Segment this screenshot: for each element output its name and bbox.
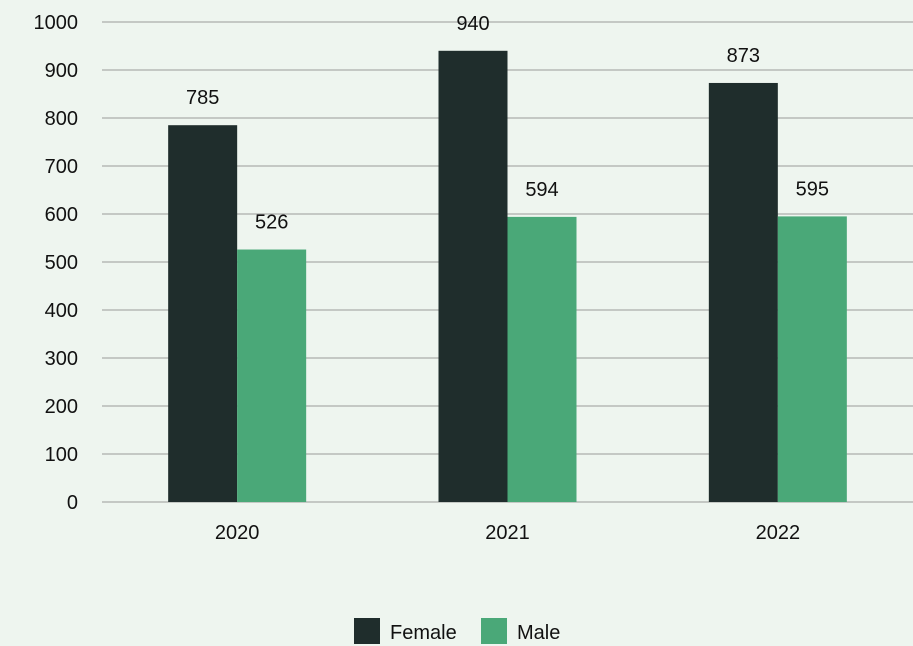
y-tick-label: 400 — [45, 300, 78, 322]
bar-female-2020 — [168, 125, 238, 502]
legend-swatch-male — [481, 618, 507, 644]
legend-label-male: Male — [517, 622, 560, 644]
bar-male-2021 — [507, 216, 577, 502]
bar-female-2022 — [708, 82, 778, 503]
y-tick-label: 700 — [45, 156, 78, 178]
y-tick-label: 0 — [67, 492, 78, 514]
y-tick-label: 300 — [45, 348, 78, 370]
bars — [168, 50, 847, 503]
bar-male-2020 — [237, 249, 307, 502]
data-label-female-2020: 785 — [186, 87, 219, 109]
x-tick-label: 2021 — [485, 522, 530, 544]
y-tick-label: 600 — [45, 204, 78, 226]
bar-female-2021 — [438, 50, 508, 503]
y-tick-label: 500 — [45, 252, 78, 274]
data-label-female-2021: 940 — [456, 13, 489, 35]
data-label-male-2021: 594 — [525, 179, 558, 201]
y-tick-label: 100 — [45, 444, 78, 466]
data-labels: 785 526 940 594 873 595 — [186, 13, 829, 234]
x-tick-label: 2020 — [215, 522, 260, 544]
data-label-male-2020: 526 — [255, 212, 288, 234]
data-label-female-2022: 873 — [727, 45, 760, 67]
legend-item-female: Female — [354, 618, 457, 644]
data-label-male-2022: 595 — [796, 178, 829, 200]
y-tick-label: 900 — [45, 60, 78, 82]
y-tick-label: 1000 — [34, 12, 79, 34]
x-axis: 2020 2021 2022 — [215, 522, 800, 544]
y-axis: 0 100 200 300 400 500 600 700 800 900 1000 — [34, 12, 79, 514]
y-tick-label: 800 — [45, 108, 78, 130]
x-tick-label: 2022 — [756, 522, 801, 544]
legend-item-male: Male — [481, 618, 560, 644]
y-tick-label: 200 — [45, 396, 78, 418]
legend-label-female: Female — [390, 622, 457, 644]
legend: Female Male — [354, 618, 560, 644]
legend-swatch-female — [354, 618, 380, 644]
bar-male-2022 — [777, 216, 847, 502]
